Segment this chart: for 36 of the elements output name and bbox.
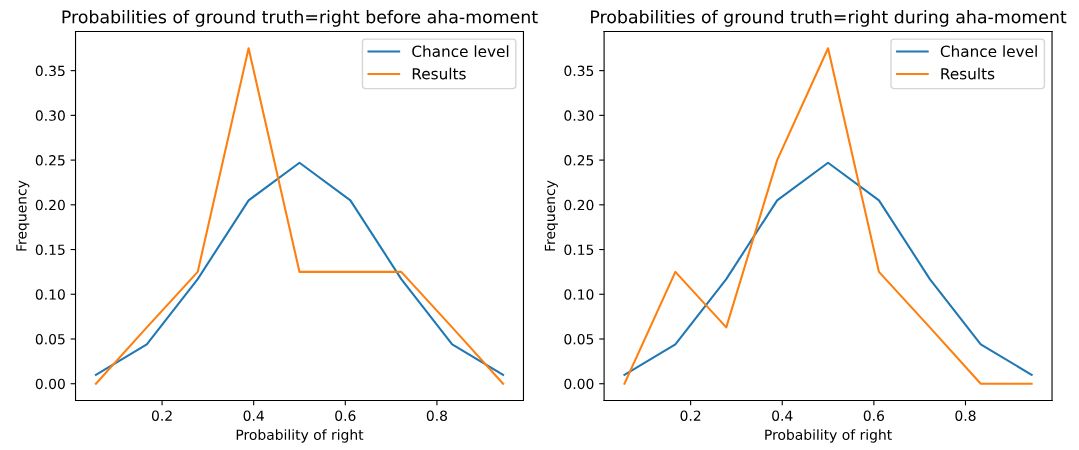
x-tick-label: 0.2 xyxy=(151,410,172,421)
x-axis-title: Probability of right xyxy=(765,429,892,443)
y-tick-label: 0.30 xyxy=(35,110,65,121)
x-tick-label: 0.2 xyxy=(680,410,701,421)
y-tick-label: 0.25 xyxy=(35,155,65,166)
y-tick-label: 0.05 xyxy=(35,333,65,345)
legend-label: Chance level xyxy=(412,45,509,58)
x-tick-label: 0.8 xyxy=(426,410,448,421)
y-tick-label: 0.25 xyxy=(564,155,594,166)
line-series xyxy=(94,161,505,376)
y-tick-label: 0.20 xyxy=(35,199,65,211)
legend-label: Chance level xyxy=(940,45,1037,58)
y-tick-label: 0.35 xyxy=(35,65,65,77)
x-tick-label: 0.8 xyxy=(955,410,976,421)
y-tick-label: 0.05 xyxy=(564,333,594,345)
y-tick-label: 0.00 xyxy=(35,378,65,390)
legend-label: Results xyxy=(412,67,466,80)
legend-label: Results xyxy=(941,67,995,80)
y-axis-title: Frequency xyxy=(16,180,30,251)
y-tick-label: 0.00 xyxy=(564,378,594,390)
y-tick-label: 0.10 xyxy=(564,289,594,300)
x-tick-label: 0.4 xyxy=(772,410,793,421)
y-tick-label: 0.10 xyxy=(35,289,65,300)
y-tick-label: 0.15 xyxy=(564,244,594,256)
x-axis-title: Probability of right xyxy=(236,429,364,443)
x-tick-label: 0.6 xyxy=(335,410,356,421)
y-tick-label: 0.15 xyxy=(35,244,65,256)
chart-title: Probabilities of ground truth=right during aha-moment xyxy=(591,9,1067,27)
x-tick-label: 0.6 xyxy=(863,410,885,421)
y-axis-title: Frequency xyxy=(544,180,558,251)
y-tick-label: 0.35 xyxy=(564,65,594,77)
x-tick-label: 0.4 xyxy=(243,410,264,421)
y-tick-label: 0.30 xyxy=(564,110,594,121)
y-tick-label: 0.20 xyxy=(564,199,594,211)
chart-title: Probabilities of ground truth=right before aha-moment xyxy=(62,9,538,27)
line-series xyxy=(623,161,1033,376)
